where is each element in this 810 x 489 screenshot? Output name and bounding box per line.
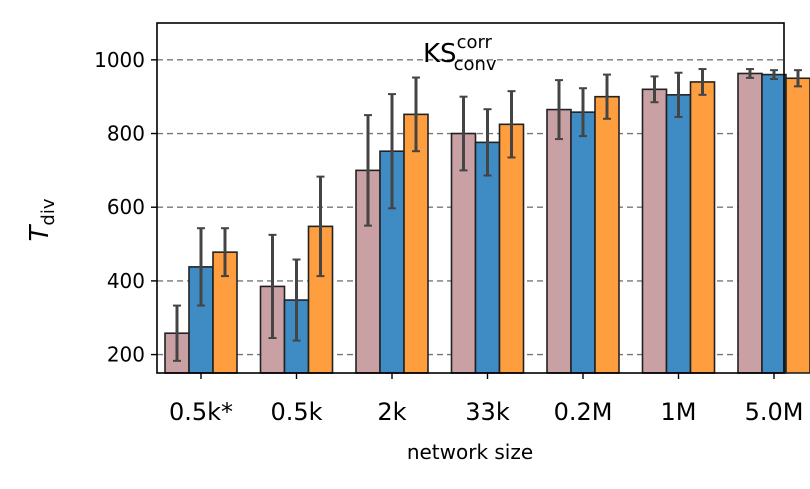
y-tick-label: 1000 xyxy=(94,48,145,72)
x-axis-ticks: 0.5k* 0.5k 2k 33k 0.2M 1M 5.0M xyxy=(169,373,803,426)
chart-title-sub: conv xyxy=(454,54,497,75)
y-axis-ticks: 200 400 600 800 1000 xyxy=(94,48,157,367)
y-axis-label: Tdiv xyxy=(25,198,59,241)
error-bars xyxy=(173,68,802,362)
plot-frame xyxy=(156,22,785,374)
bars xyxy=(164,72,810,374)
bar xyxy=(403,113,429,374)
bar xyxy=(498,123,525,374)
bar xyxy=(594,95,620,374)
x-tick-label: 1M xyxy=(661,398,697,426)
x-axis-label: network size xyxy=(407,440,533,464)
bar xyxy=(641,88,668,374)
bar xyxy=(570,111,596,374)
bar xyxy=(785,77,810,374)
bar xyxy=(546,108,572,374)
y-tick-label: 400 xyxy=(107,269,145,293)
y-tick-label: 800 xyxy=(107,122,145,146)
bar xyxy=(761,73,787,374)
bar xyxy=(665,94,692,374)
chart-title: KScorr conv xyxy=(423,32,497,75)
y-axis-label-sub: div xyxy=(38,198,59,225)
x-tick-label: 0.5k* xyxy=(169,398,233,426)
x-tick-label: 5.0M xyxy=(745,398,804,426)
x-tick-label: 0.2M xyxy=(554,398,613,426)
bar xyxy=(689,81,716,374)
chart-title-sup: corr xyxy=(457,32,493,53)
x-tick-label: 2k xyxy=(377,398,406,426)
bar xyxy=(474,141,501,374)
y-tick-label: 600 xyxy=(107,195,145,219)
y-tick-label: 200 xyxy=(107,343,145,367)
x-tick-label: 0.5k xyxy=(270,398,322,426)
bar xyxy=(737,72,763,374)
x-tick-label: 33k xyxy=(465,398,510,426)
